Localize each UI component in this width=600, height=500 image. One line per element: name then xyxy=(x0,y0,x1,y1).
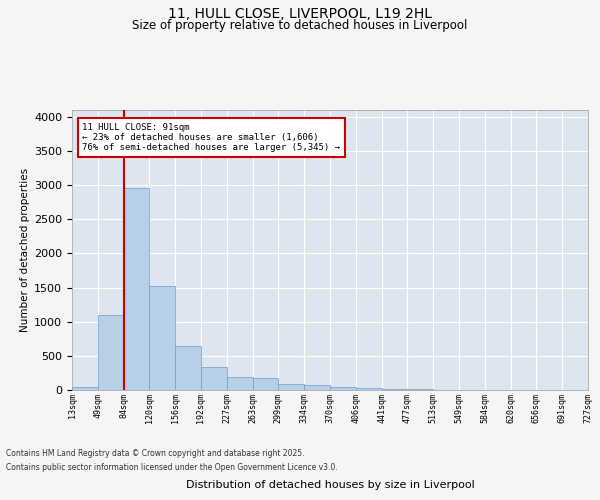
Bar xyxy=(201,368,227,390)
Bar xyxy=(356,388,382,390)
Bar xyxy=(278,384,304,390)
Text: 11 HULL CLOSE: 91sqm
← 23% of detached houses are smaller (1,606)
76% of semi-de: 11 HULL CLOSE: 91sqm ← 23% of detached h… xyxy=(82,122,340,152)
Text: Size of property relative to detached houses in Liverpool: Size of property relative to detached ho… xyxy=(133,18,467,32)
Y-axis label: Number of detached properties: Number of detached properties xyxy=(20,168,30,332)
Bar xyxy=(227,378,253,390)
Bar xyxy=(149,286,175,390)
Text: Contains HM Land Registry data © Crown copyright and database right 2025.: Contains HM Land Registry data © Crown c… xyxy=(6,448,305,458)
Bar xyxy=(253,378,278,390)
Bar xyxy=(175,346,201,390)
Bar xyxy=(98,315,124,390)
Text: Distribution of detached houses by size in Liverpool: Distribution of detached houses by size … xyxy=(185,480,475,490)
Bar xyxy=(382,388,407,390)
Text: Contains public sector information licensed under the Open Government Licence v3: Contains public sector information licen… xyxy=(6,464,338,472)
Text: 11, HULL CLOSE, LIVERPOOL, L19 2HL: 11, HULL CLOSE, LIVERPOOL, L19 2HL xyxy=(168,8,432,22)
Bar xyxy=(304,385,330,390)
Bar xyxy=(72,386,98,390)
Bar xyxy=(330,386,356,390)
Bar xyxy=(124,188,149,390)
